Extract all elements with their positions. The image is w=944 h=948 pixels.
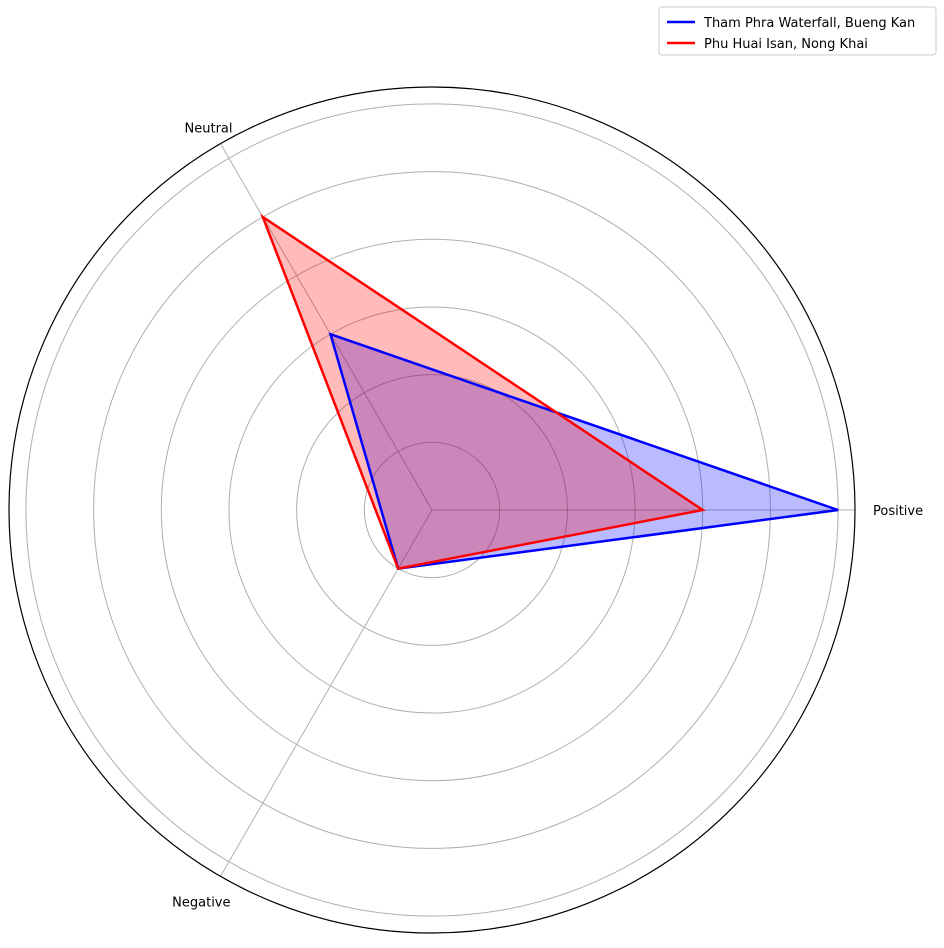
legend: Tham Phra Waterfall, Bueng Kan Phu Huai I…: [658, 6, 937, 56]
category-label-neutral: Neutral: [185, 122, 233, 137]
series-line-1: [328, 332, 839, 570]
category-labels: Positive Neutral Negative: [172, 122, 923, 911]
series-fill-2: [262, 216, 703, 569]
category-label-negative: Negative: [172, 895, 230, 910]
series-fill-1: [330, 334, 839, 569]
legend-label-1: Tham Phra Waterfall, Bueng Kan: [703, 16, 915, 31]
legend-box: [658, 6, 937, 56]
spoke-neutral: [220, 143, 433, 511]
spoke-negative: [220, 509, 433, 877]
series-line-2: [260, 213, 706, 571]
category-label-positive: Positive: [873, 504, 923, 519]
series-area: [260, 213, 839, 571]
outer-ring: [8, 86, 856, 934]
legend-label-2: Phu Huai Isan, Nong Khai: [704, 37, 868, 52]
